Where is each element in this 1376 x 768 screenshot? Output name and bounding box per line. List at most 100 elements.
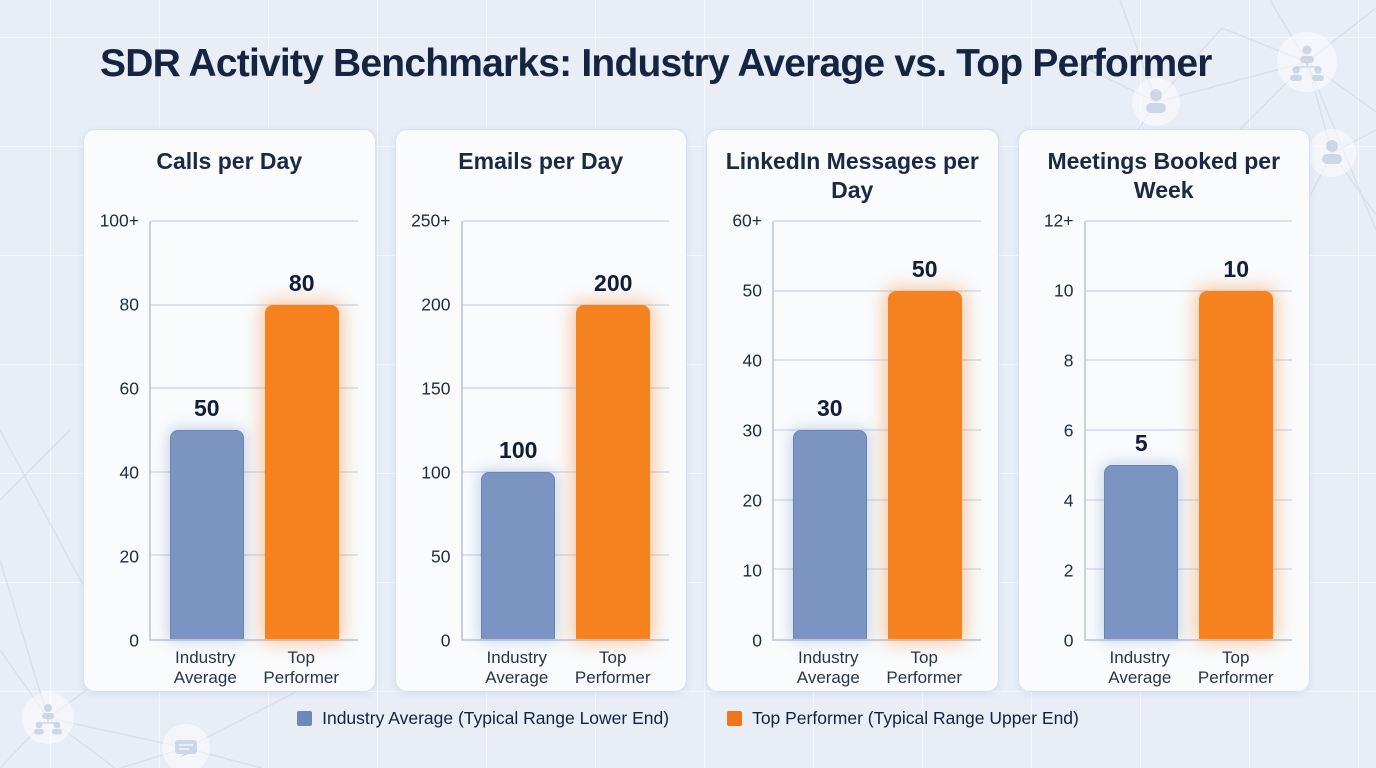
bar-value-label: 50 [193,395,220,421]
y-tick-label: 250+ [411,210,451,231]
bar-top-performer [576,304,651,639]
plot-area: 5 10 [1083,220,1292,641]
legend-item-top-performer: Top Performer (Typical Range Upper End) [727,708,1079,729]
gridline [774,429,981,431]
y-tick-label: 40 [742,350,762,371]
bar-industry-average [1104,464,1179,639]
y-tick-label: 6 [1063,420,1074,441]
y-tick-label: 150 [421,378,451,399]
gridline [1085,220,1292,222]
charts-row: Calls per Day 0 20 40 60 80 100+ 50 80 Industry A… [83,129,1310,692]
chart-title-wrap: Emails per Day [396,130,687,221]
gridline [462,470,669,473]
bar-value-label: 30 [816,395,843,421]
legend-label: Industry Average (Typical Range Lower En… [322,708,670,728]
chart-plot-row: 0 2 4 6 8 10 12+ 5 10 [1019,211,1310,651]
gridline [1085,289,1292,292]
y-tick-label: 8 [1063,350,1074,371]
y-axis: 0 20 40 60 80 100+ [92,211,149,651]
y-tick-label: 60 [119,378,139,399]
bar-industry-average [792,430,867,639]
chart-card-emails-per-day: Emails per Day 0 50 100 150 200 250+ 100 200 Indu… [394,129,687,692]
y-tick-label: 200 [421,294,451,315]
y-tick-label: 10 [742,560,762,581]
y-tick-label: 0 [440,630,451,651]
chart-title: Calls per Day [156,148,303,174]
y-tick-label: 50 [742,280,762,301]
y-tick-label: 50 [431,546,451,567]
plot-area: 30 50 [772,220,981,641]
y-tick-label: 0 [752,630,762,651]
x-axis-labels: Industry Average Top Performer [772,641,981,691]
category-label-industry-average: Industry Average [796,648,860,688]
legend-label: Top Performer (Typical Range Upper End) [752,708,1079,728]
y-axis: 0 50 100 150 200 250+ [404,211,461,651]
gridline [1085,568,1292,571]
legend-item-industry-average: Industry Average (Typical Range Lower En… [297,708,669,729]
bar-industry-average [481,471,556,639]
y-tick-label: 10 [1054,280,1074,301]
chart-title: Emails per Day [458,148,624,174]
gridline [774,568,981,571]
legend-swatch-icon [297,711,313,726]
chart-card-calls-per-day: Calls per Day 0 20 40 60 80 100+ 50 80 Industry A… [83,129,376,692]
gridline [774,498,981,501]
x-axis-labels: Industry Average Top Performer [149,641,358,691]
gridline [151,554,358,557]
category-label-industry-average: Industry Average [485,648,549,688]
bar-top-performer [1199,290,1274,639]
legend-swatch-icon [727,711,743,726]
gridline [462,220,669,222]
category-label-industry-average: Industry Average [173,648,237,688]
y-tick-label: 60+ [732,210,762,231]
gridline [151,303,358,306]
person-icon [1132,78,1180,126]
bar-top-performer [887,290,962,639]
plot-area: 50 80 [149,220,358,641]
category-label-top-performer: Top Performer [886,648,962,688]
y-tick-label: 2 [1063,560,1074,581]
y-tick-label: 100+ [99,210,139,231]
chart-title: LinkedIn Messages per Day [725,148,979,203]
y-axis: 0 2 4 6 8 10 12+ [1027,211,1084,651]
gridline [462,387,669,390]
y-tick-label: 4 [1063,490,1074,511]
y-tick-label: 0 [1063,630,1074,651]
category-label-top-performer: Top Performer [263,648,339,688]
chart-title-wrap: Calls per Day [84,130,375,221]
legend: Industry Average (Typical Range Lower En… [0,708,1376,729]
y-tick-label: 40 [119,462,139,483]
category-label-top-performer: Top Performer [574,648,651,688]
gridline [151,220,358,222]
gridline [774,359,981,362]
y-axis: 0 10 20 30 40 50 60+ [715,211,772,651]
y-tick-label: 30 [742,420,762,441]
chart-title-wrap: Meetings Booked per Week [1019,130,1310,221]
chart-plot-row: 0 10 20 30 40 50 60+ 30 50 [707,211,998,651]
bar-value-label: 80 [288,269,315,296]
chart-title: Meetings Booked per Week [1047,148,1281,203]
gridline [774,289,981,292]
bar-top-performer [264,304,339,639]
y-tick-label: 80 [119,294,139,315]
chart-plot-row: 0 50 100 150 200 250+ 100 200 [396,211,687,651]
x-axis-labels: Industry Average Top Performer [1084,641,1293,691]
gridline [151,470,358,473]
y-tick-label: 20 [742,490,762,511]
bar-value-label: 5 [1134,429,1148,456]
chart-card-meetings-booked-per-week: Meetings Booked per Week 0 2 4 6 8 10 12+ 5 10 Ind… [1017,129,1310,692]
gridline [1085,498,1292,501]
category-label-top-performer: Top Performer [1197,648,1274,688]
y-tick-label: 100 [421,462,451,483]
chart-title-wrap: LinkedIn Messages per Day [707,130,998,221]
bar-value-label: 10 [1223,255,1250,282]
org-chart-icon [22,692,74,744]
network-nodes [22,32,1356,768]
person-icon [1308,129,1356,177]
gridline [151,387,358,390]
x-axis-labels: Industry Average Top Performer [461,641,670,691]
bar-industry-average [169,430,244,639]
gridline [1085,359,1292,362]
bar-value-label: 50 [911,255,938,282]
